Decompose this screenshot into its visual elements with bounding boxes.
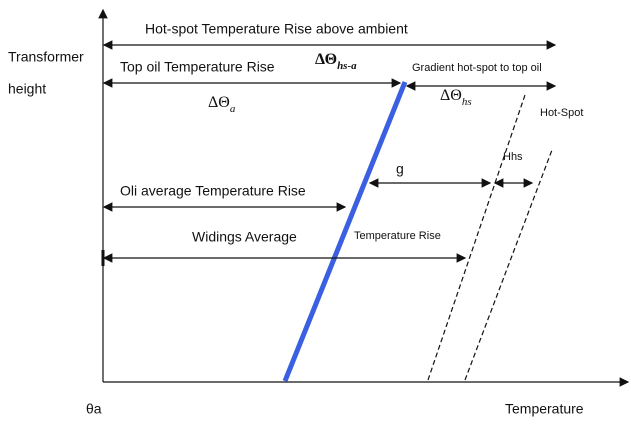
label: Hot-Spot: [540, 107, 583, 119]
label: Hhs: [503, 151, 523, 163]
label: Top oil Temperature Rise: [120, 59, 275, 75]
hot-spot-line: [464, 149, 553, 381]
symbol: ΔΘhs: [440, 87, 472, 108]
label: Hot-spot Temperature Rise above ambient: [145, 21, 408, 37]
winding-line: [427, 94, 526, 381]
x-axis-label: Temperature: [505, 401, 584, 417]
y-axis-label: Transformer: [8, 49, 84, 65]
origin-label: θa: [86, 401, 102, 417]
symbol: ΔΘa: [208, 94, 236, 115]
label: Widings Average: [192, 229, 297, 245]
label: g: [396, 161, 404, 177]
label: Temperature Rise: [354, 230, 441, 242]
y-axis-label: height: [8, 81, 46, 97]
label: Oli average Temperature Rise: [120, 183, 306, 199]
symbol: ΔΘhs-a: [315, 51, 357, 72]
oil-line: [282, 81, 408, 382]
label: Gradient hot-spot to top oil: [412, 62, 542, 74]
